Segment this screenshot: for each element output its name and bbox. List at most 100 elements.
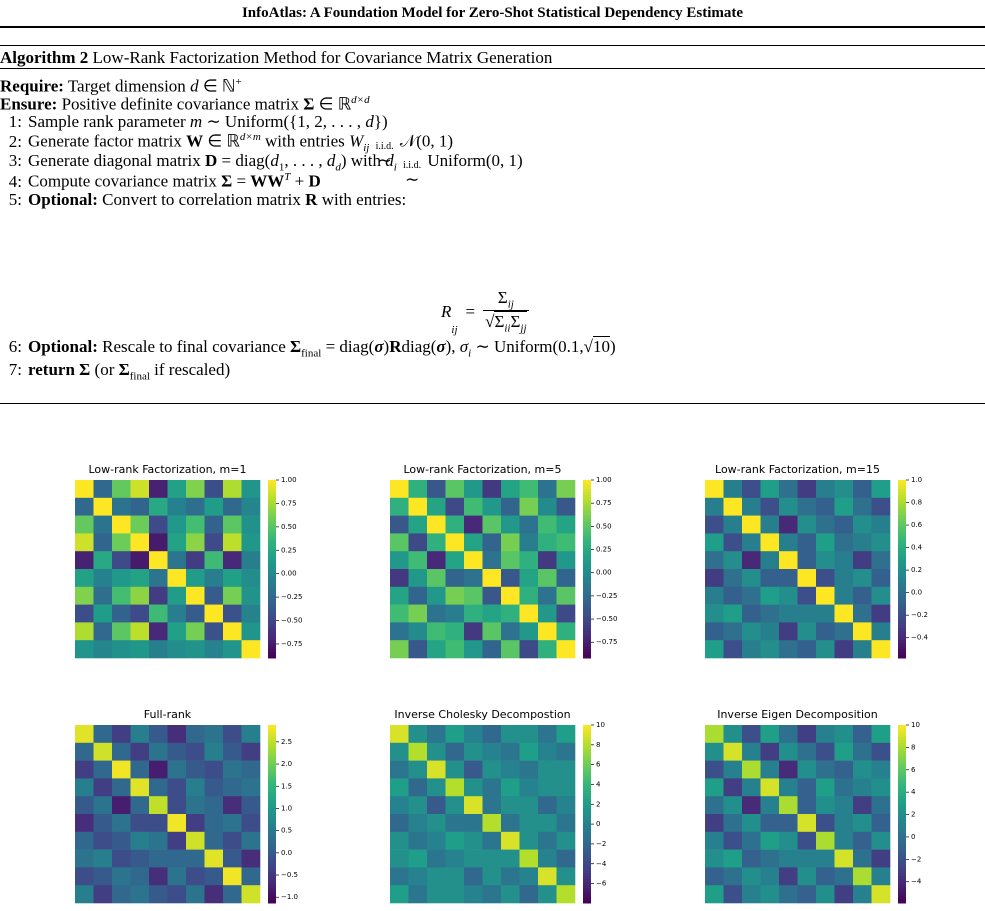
- colorbar-segment: [583, 751, 591, 756]
- heatmap-cell: [853, 778, 872, 797]
- step-number: 3:: [8, 151, 22, 170]
- colorbar-segment: [898, 879, 906, 883]
- heatmap-cell: [186, 867, 205, 886]
- heatmap-cell: [112, 867, 131, 886]
- heatmap-cell: [464, 586, 483, 605]
- heatmap-cell: [93, 760, 113, 779]
- colorbar-segment: [583, 646, 591, 650]
- colorbar-segment: [268, 598, 276, 603]
- colorbar-segment: [268, 819, 276, 824]
- colorbar-tick-label: −0.50: [281, 617, 302, 625]
- heatmap-cell: [501, 849, 520, 868]
- math: ij: [451, 323, 458, 336]
- heatmap-cell: [75, 480, 94, 499]
- heatmap-cell: [797, 796, 817, 815]
- heatmap-cell: [445, 497, 465, 516]
- colorbar-tick-label: −0.5: [281, 871, 298, 879]
- heatmap-cell: [538, 814, 557, 833]
- heatmap-cell: [464, 831, 483, 850]
- heatmap-cell: [149, 885, 168, 904]
- colorbar-segment: [268, 769, 276, 773]
- heatmap-cell: [538, 622, 557, 641]
- heatmap-cell: [130, 515, 150, 534]
- colorbar-segment: [583, 643, 591, 647]
- heatmap-cell: [427, 796, 446, 815]
- heatmap-cell: [501, 760, 520, 779]
- heatmap-cell: [779, 480, 798, 499]
- heatmap-cell: [75, 515, 94, 534]
- colorbar-segment: [898, 876, 906, 880]
- colorbar-segment: [583, 518, 591, 523]
- colorbar-segment: [268, 646, 276, 650]
- heatmap-cell: [742, 480, 761, 499]
- heatmap-cell: [445, 622, 465, 641]
- heatmap-cell: [445, 760, 465, 779]
- heatmap-cell: [723, 515, 743, 534]
- heatmap-cell: [519, 480, 539, 499]
- chart-title: Full-rank: [144, 708, 192, 721]
- heatmap-cell: [93, 497, 113, 516]
- heatmap-cell: [75, 725, 94, 744]
- heatmap-cell: [186, 778, 205, 797]
- heatmap-cell: [390, 778, 409, 797]
- heatmap-cell: [241, 831, 261, 850]
- heatmap-cell: [445, 778, 465, 797]
- heatmap-cell: [186, 831, 205, 850]
- colorbar-tick-label: 8: [911, 743, 915, 751]
- heatmap-cell: [519, 867, 539, 886]
- heatmap-cell: [482, 533, 502, 552]
- colorbar-segment: [898, 828, 906, 833]
- colorbar-segment: [268, 545, 276, 549]
- heatmap-cell: [241, 640, 261, 659]
- heatmap-cell: [705, 515, 724, 534]
- heatmap-cell: [408, 533, 428, 552]
- heatmap-cell: [556, 867, 576, 886]
- heatmap-cell: [519, 640, 539, 659]
- heatmap-cell: [186, 497, 205, 516]
- heatmap-cell: [797, 533, 817, 552]
- colorbar-segment: [898, 518, 906, 523]
- heatmap-cell: [871, 480, 891, 499]
- step: 5: Optional: Convert to correlation matri…: [0, 190, 406, 210]
- colorbar-segment: [898, 784, 906, 788]
- heatmap-cell: [204, 867, 224, 886]
- heatmap-cell: [130, 497, 150, 516]
- colorbar-segment: [898, 802, 906, 806]
- colorbar-segment: [898, 867, 906, 871]
- colorbar-segment: [583, 894, 591, 898]
- colorbar-segment: [898, 858, 906, 862]
- heatmap-cell: [760, 814, 780, 833]
- heatmap-cell: [75, 778, 94, 797]
- colorbar-segment: [268, 796, 276, 800]
- colorbar-segment: [583, 539, 591, 543]
- math: ∈ ℝ: [318, 94, 352, 114]
- heatmap-cell: [482, 604, 502, 623]
- colorbar-tick-label: 1.00: [281, 476, 297, 484]
- heatmap-cell: [241, 622, 261, 641]
- heatmap-cell: [149, 849, 168, 868]
- colorbar-segment: [898, 616, 906, 620]
- heatmap-cell: [871, 569, 891, 588]
- heatmap-cell: [538, 849, 557, 868]
- heatmap-cell: [556, 533, 576, 552]
- colorbar-segment: [583, 586, 591, 591]
- heatmap-cell: [186, 885, 205, 904]
- text: Convert to correlation matrix: [102, 190, 301, 209]
- heatmap-cell: [853, 725, 872, 744]
- colorbar-segment: [268, 828, 276, 833]
- heatmap-cell: [816, 533, 835, 552]
- colorbar-tick-label: −0.4: [911, 634, 929, 642]
- heatmap-cell: [390, 796, 409, 815]
- heatmap-cell: [130, 849, 150, 868]
- heatmap-cell: [816, 867, 835, 886]
- heatmap-cell: [742, 640, 761, 659]
- heatmap-cell: [204, 586, 224, 605]
- colorbar-segment: [583, 604, 591, 609]
- heatmap-cell: [149, 551, 168, 570]
- heatmap-cell: [223, 569, 242, 588]
- colorbar-segment: [268, 491, 276, 496]
- colorbar-segment: [898, 652, 906, 656]
- heatmap-cell: [705, 778, 724, 797]
- text: with entries:: [321, 190, 407, 209]
- colorbar-segment: [898, 560, 906, 564]
